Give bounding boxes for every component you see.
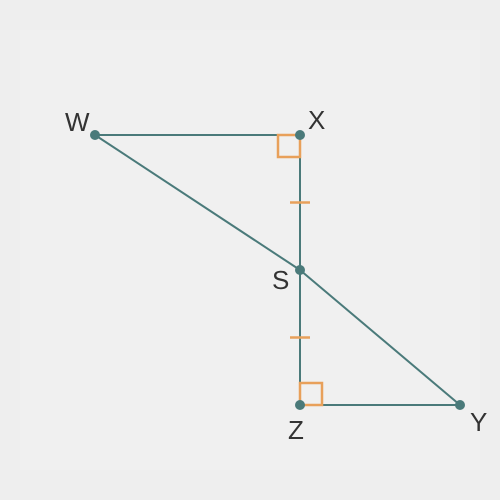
vertex-label-x: X <box>308 105 325 136</box>
screenshot-container: W X S Z Y <box>0 0 500 500</box>
diagram-svg <box>20 30 480 470</box>
vertex-label-z: Z <box>288 415 304 446</box>
vertex-label-y: Y <box>470 407 487 438</box>
geometry-diagram: WXSZY <box>20 30 480 470</box>
vertex-label-s: S <box>272 265 289 296</box>
vertex-label-w: W <box>65 107 90 138</box>
